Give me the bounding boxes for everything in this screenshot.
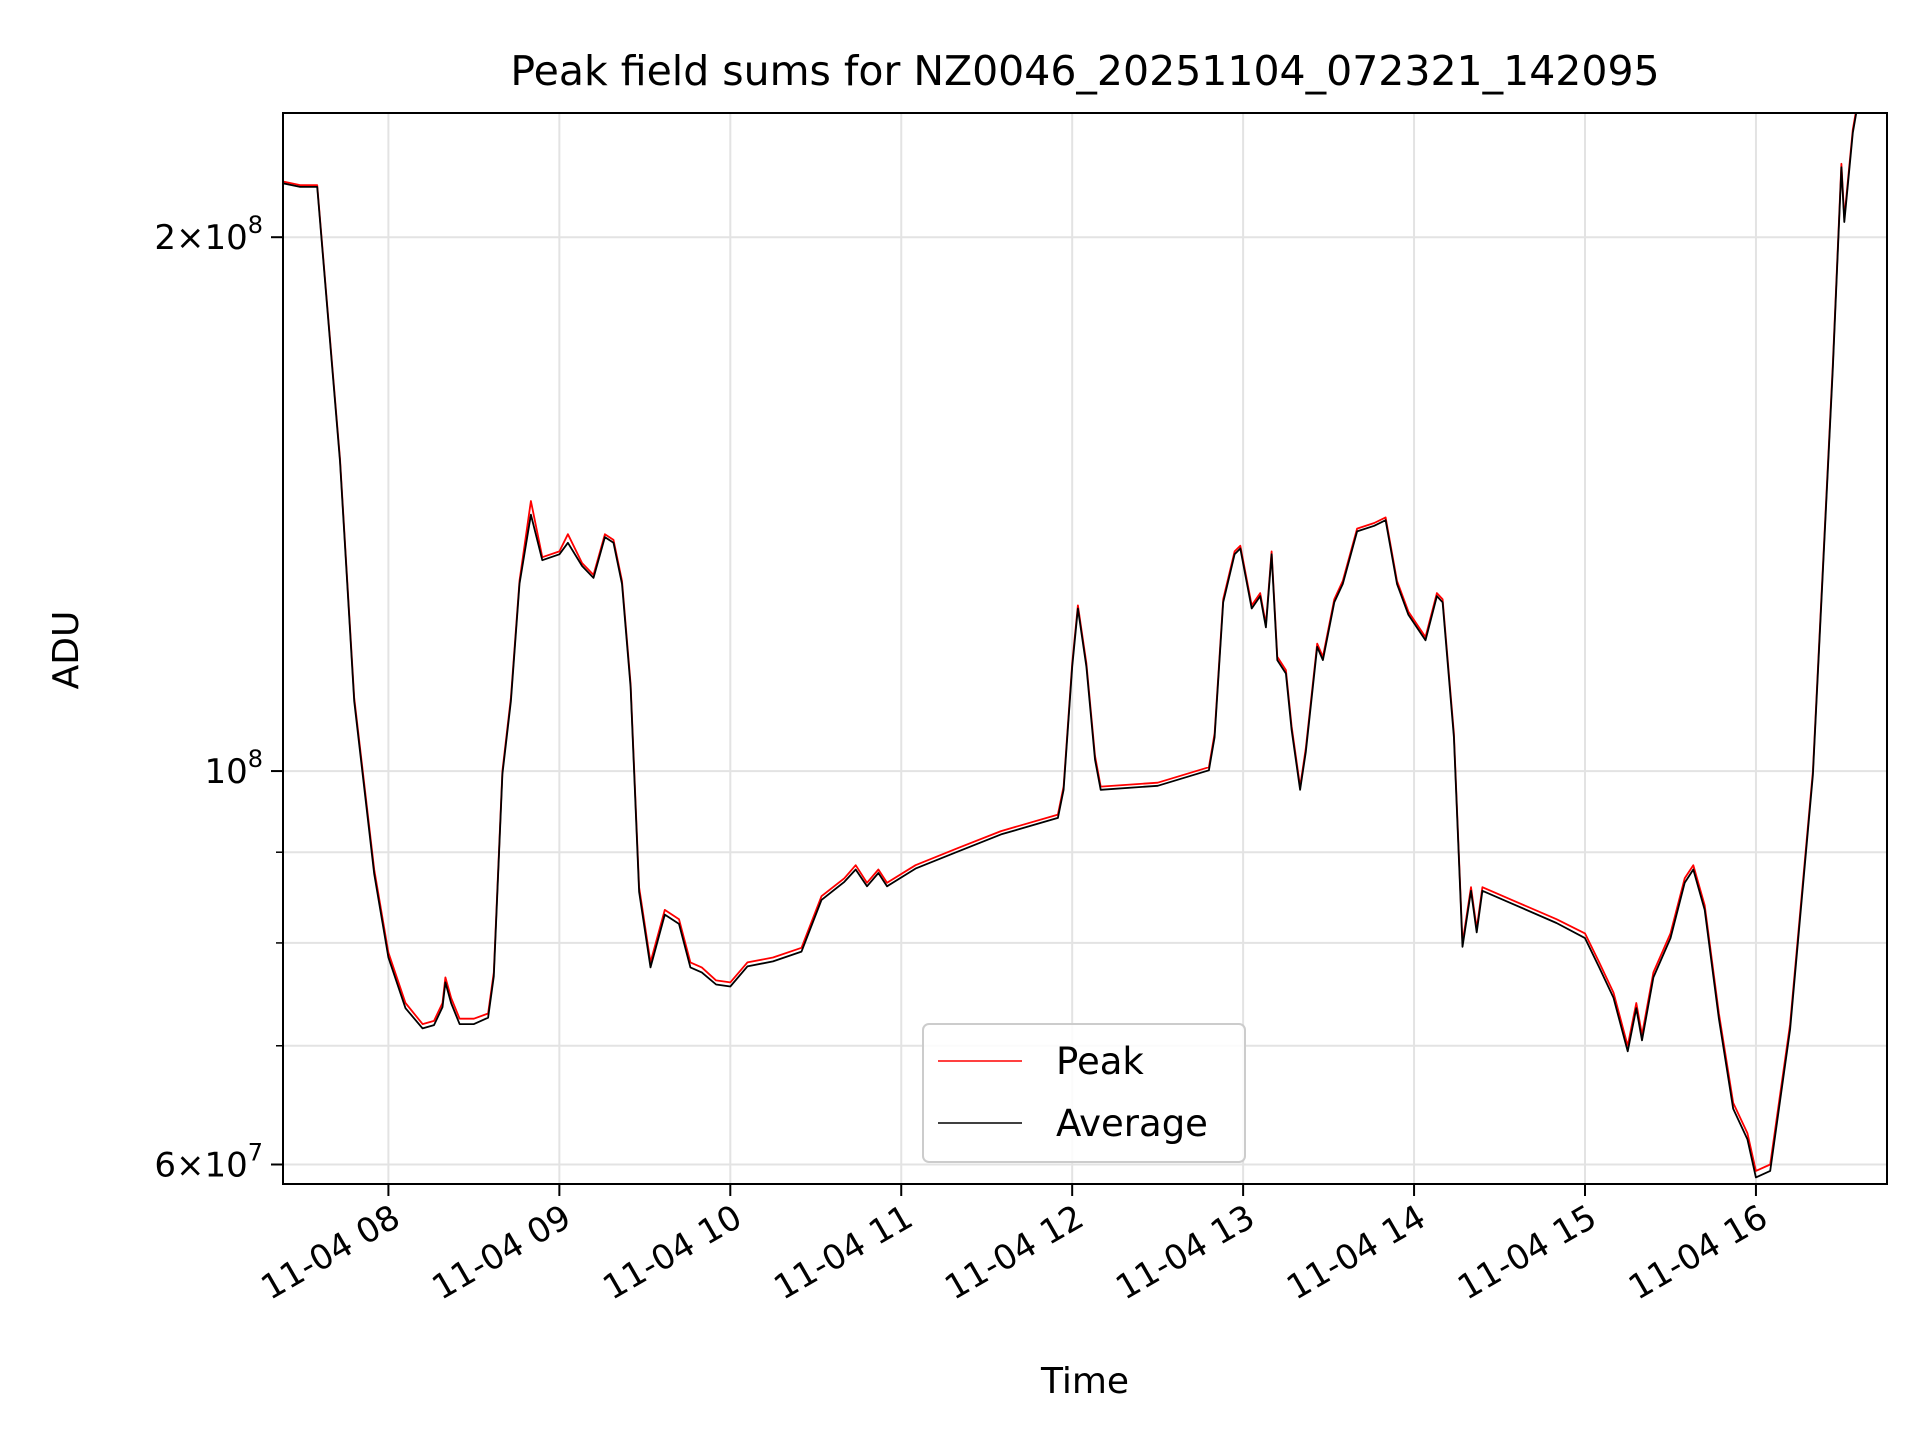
- y-tick-label: 108: [204, 745, 263, 792]
- y-tick-label: 6×107: [154, 1139, 263, 1186]
- grid-lines: [283, 113, 1887, 1184]
- chart-title: Peak field sums for NZ0046_20251104_0723…: [510, 47, 1659, 95]
- y-axis-ticks: 6×107 108 2×108: [154, 211, 283, 1186]
- plot-frame: [282, 112, 1888, 1185]
- series-line-average: [283, 113, 1858, 1179]
- x-axis-label: Time: [1040, 1361, 1129, 1402]
- legend: Peak Average: [922, 1023, 1246, 1163]
- legend-box: [922, 1023, 1246, 1163]
- y-axis-label: ADU: [46, 611, 87, 690]
- y-tick-label: 2×108: [154, 211, 263, 258]
- series-group: [283, 113, 1858, 1179]
- legend-average-label: Average: [1056, 1102, 1208, 1145]
- legend-peak-label: Peak: [1056, 1040, 1144, 1083]
